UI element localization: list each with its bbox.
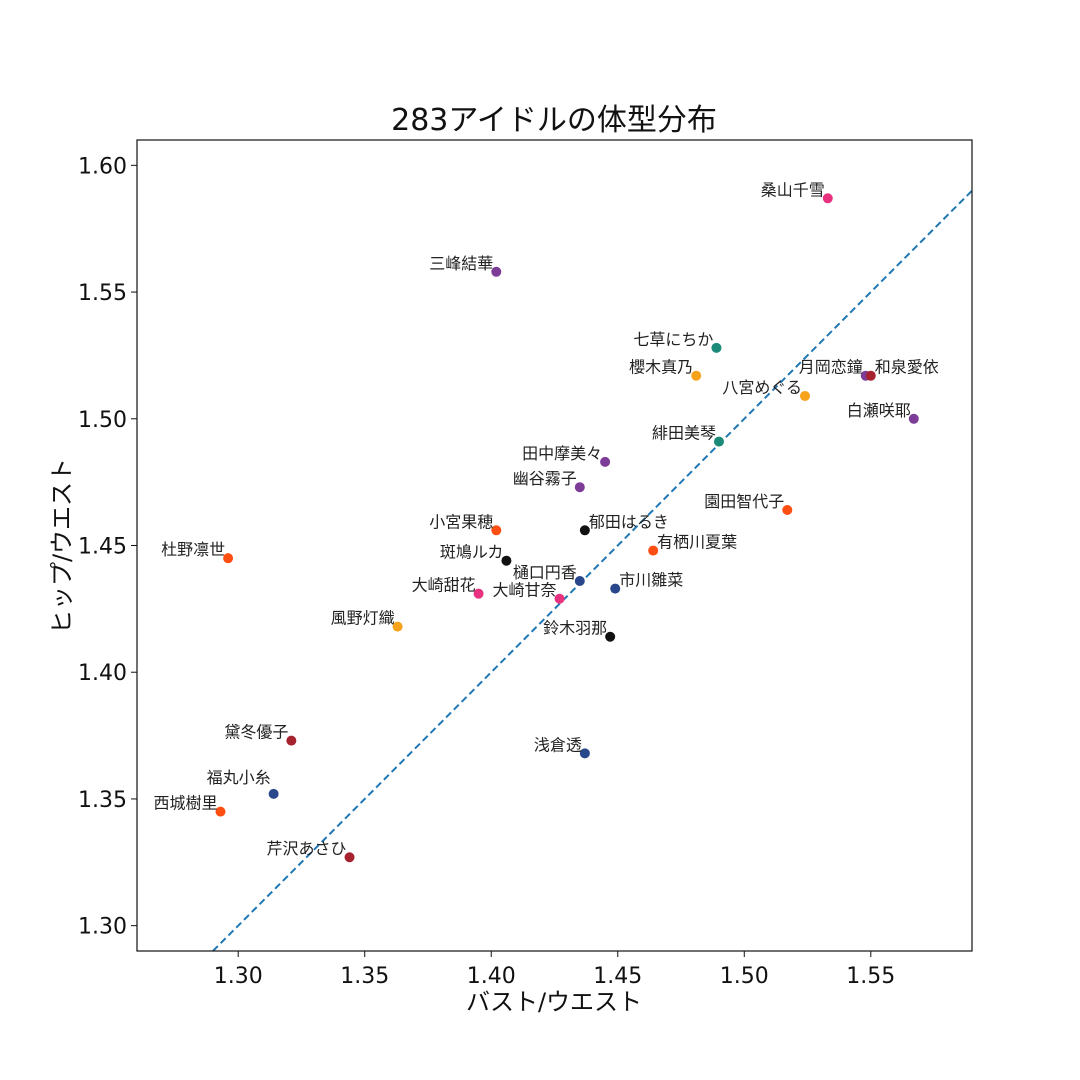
data-label: 西城樹里 bbox=[153, 794, 217, 813]
data-label: 黛冬優子 bbox=[224, 723, 288, 742]
y-tick-label: 1.45 bbox=[78, 535, 127, 560]
data-point bbox=[711, 342, 722, 353]
data-point bbox=[865, 370, 876, 381]
data-point bbox=[713, 436, 724, 447]
y-tick-label: 1.55 bbox=[78, 281, 127, 306]
data-point bbox=[574, 575, 585, 586]
data-point bbox=[908, 413, 919, 424]
data-point bbox=[491, 525, 502, 536]
data-point bbox=[610, 583, 621, 594]
axes-frame bbox=[136, 139, 973, 952]
x-tick-label: 1.30 bbox=[214, 964, 263, 989]
x-tick-label: 1.55 bbox=[846, 964, 895, 989]
data-label: 緋田美琴 bbox=[652, 424, 716, 443]
chart-title: 283アイドルの体型分布 bbox=[391, 103, 717, 138]
data-label: 有栖川夏葉 bbox=[657, 533, 737, 552]
data-label: 田中摩美々 bbox=[522, 444, 602, 463]
data-label: 白瀬咲耶 bbox=[847, 401, 911, 420]
data-point bbox=[344, 852, 355, 863]
y-tick-label: 1.50 bbox=[78, 408, 127, 433]
data-label: 市川雛菜 bbox=[619, 571, 683, 590]
data-point bbox=[579, 748, 590, 759]
data-point bbox=[501, 555, 512, 566]
y-tick-label: 1.30 bbox=[78, 915, 127, 940]
data-point bbox=[554, 593, 565, 604]
data-label: 櫻木真乃 bbox=[629, 358, 693, 377]
x-axis-label: バスト/ウエスト bbox=[466, 988, 642, 1016]
data-label: 桑山千雪 bbox=[761, 180, 825, 199]
data-point bbox=[268, 788, 279, 799]
data-label: 八宮めぐる bbox=[722, 378, 802, 397]
data-point bbox=[800, 390, 810, 401]
data-point bbox=[600, 456, 611, 467]
data-point bbox=[286, 735, 297, 746]
data-label: 福丸小糸 bbox=[207, 768, 271, 787]
data-point bbox=[822, 193, 833, 204]
data-label: 園田智代子 bbox=[704, 492, 784, 511]
data-label: 月岡恋鐘 bbox=[799, 358, 863, 377]
data-point bbox=[215, 806, 226, 817]
data-point bbox=[605, 631, 616, 642]
x-tick-label: 1.45 bbox=[593, 964, 642, 989]
x-tick-label: 1.50 bbox=[720, 964, 769, 989]
data-label: 三峰結華 bbox=[429, 254, 493, 273]
data-label: 郁田はるき bbox=[589, 512, 669, 531]
y-axis-label: ヒップ/ウエスト bbox=[48, 458, 76, 634]
y-tick-label: 1.35 bbox=[78, 788, 127, 813]
data-label: 樋口円香 bbox=[513, 563, 577, 582]
data-point bbox=[648, 545, 659, 556]
data-label: 大崎甜花 bbox=[412, 576, 476, 595]
data-label: 斑鳩ルカ bbox=[440, 543, 504, 562]
y-tick-label: 1.40 bbox=[78, 661, 127, 686]
y-tick-label: 1.60 bbox=[78, 154, 127, 179]
data-point bbox=[473, 588, 484, 599]
data-label: 鈴木羽那 bbox=[543, 619, 607, 638]
data-label: 和泉愛依 bbox=[875, 358, 939, 377]
data-label: 芹沢あさひ bbox=[267, 839, 347, 858]
data-label: 幽谷霧子 bbox=[513, 469, 577, 488]
data-label: 七草にちか bbox=[633, 330, 713, 349]
data-point bbox=[782, 505, 793, 516]
data-label: 大崎甘奈 bbox=[493, 581, 557, 600]
data-point bbox=[579, 525, 590, 536]
reference-line-y-equals-x bbox=[212, 189, 972, 951]
data-label: 浅倉透 bbox=[534, 735, 582, 754]
data-point bbox=[691, 370, 702, 381]
data-point bbox=[574, 482, 585, 493]
data-label: 風野灯織 bbox=[331, 609, 395, 628]
x-tick-label: 1.40 bbox=[467, 964, 516, 989]
data-label: 杜野凛世 bbox=[161, 540, 225, 559]
data-point bbox=[392, 621, 403, 632]
x-tick-label: 1.35 bbox=[340, 964, 389, 989]
plot-area: 1.30 1.35 1.40 1.45 1.50 1.55 1.30 1.35 1.40 1.45… bbox=[78, 154, 972, 989]
data-point bbox=[223, 553, 234, 564]
data-point bbox=[491, 266, 502, 277]
data-label: 小宮果穂 bbox=[429, 512, 493, 531]
